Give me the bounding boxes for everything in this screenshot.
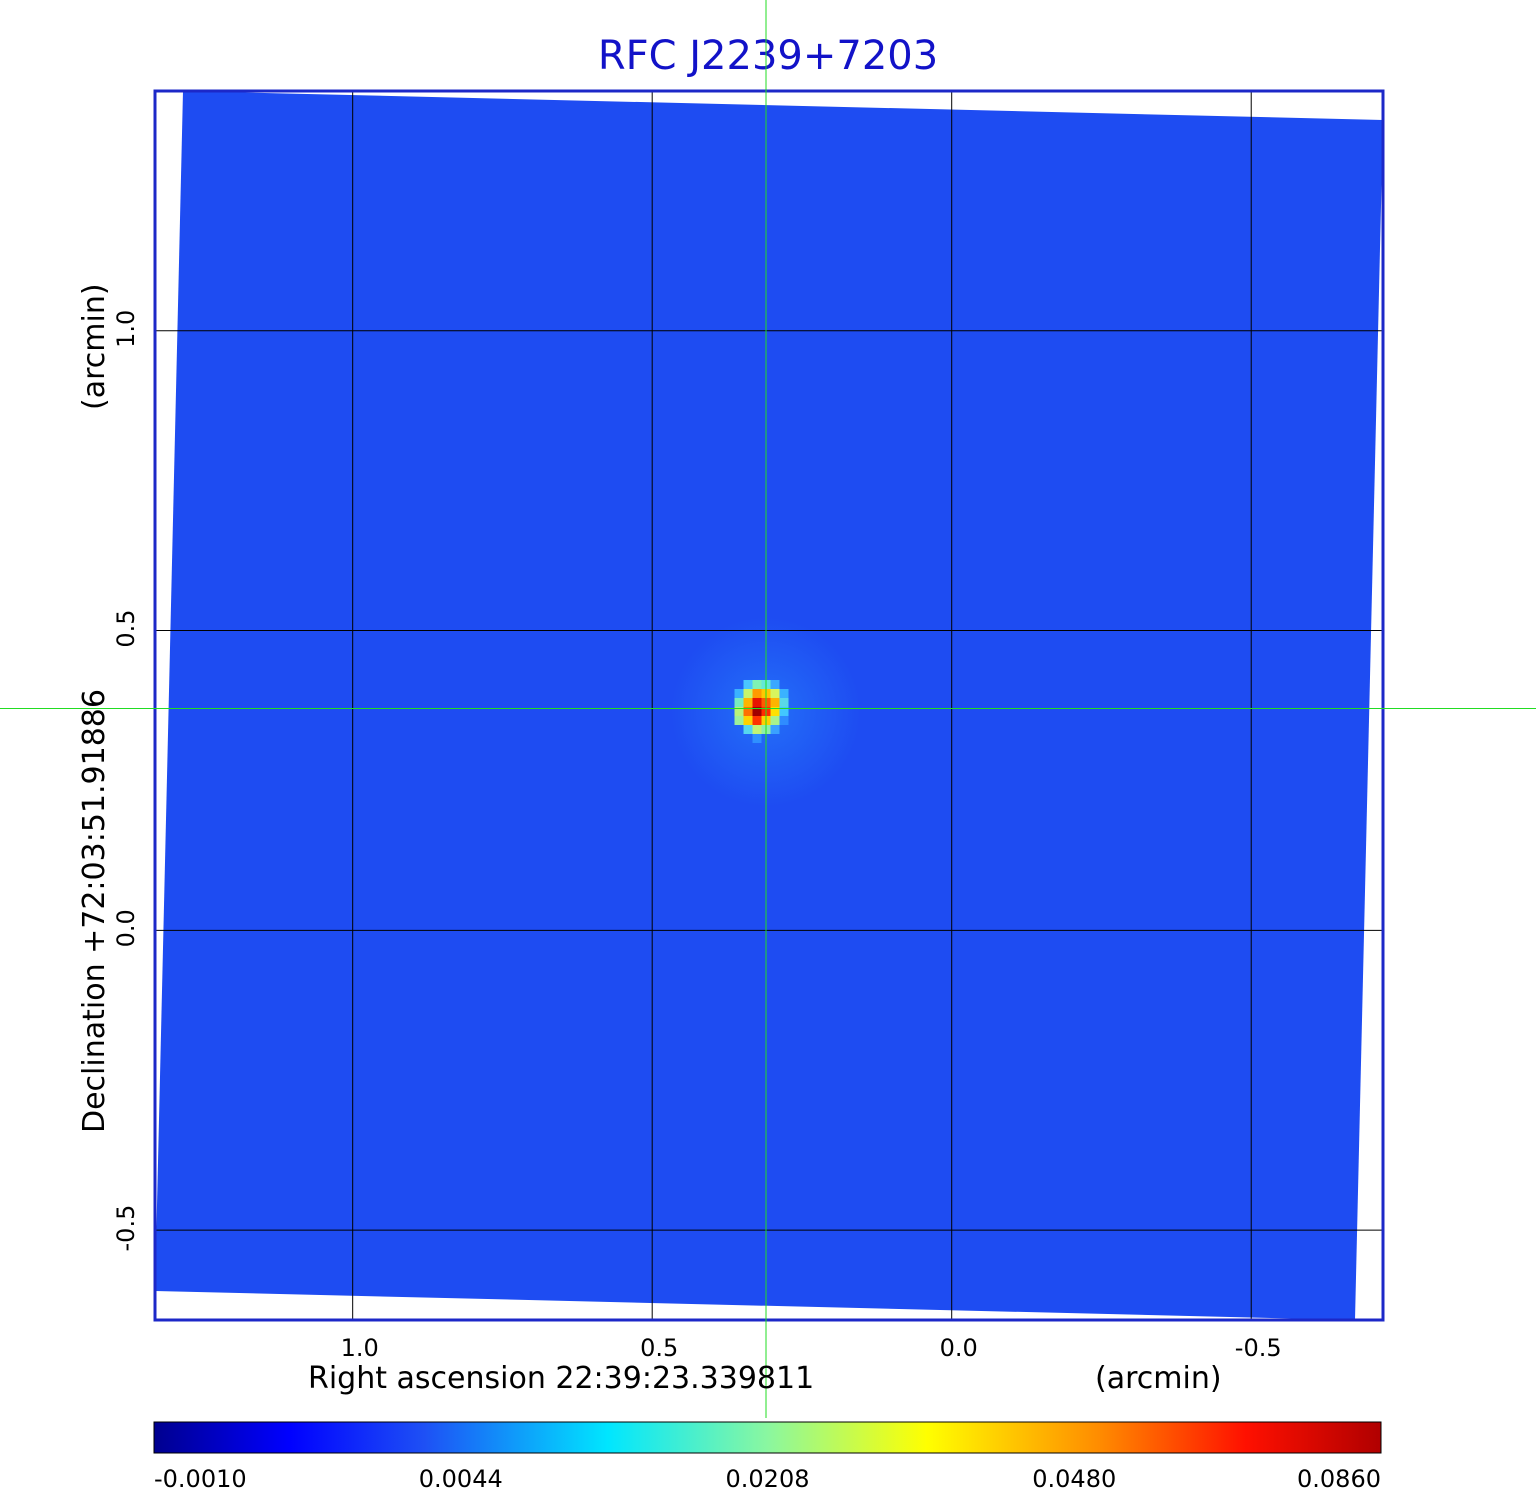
chart-title: RFC J2239+7203 [598,33,938,79]
y-tick-label: 0.5 [112,609,140,647]
y-tick-label: 0.0 [112,909,140,947]
colorbar-tick-label: 0.0208 [726,1465,810,1493]
colorbar-tick-label: -0.0010 [154,1465,247,1493]
x-axis-unit: (arcmin) [1095,1361,1222,1396]
x-tick-labels: 1.0 0.5 0.0 -0.5 [341,1334,1282,1362]
coordinate-grid [155,91,1383,1320]
source-pixel [770,697,780,707]
colorbar-tick-label: 0.0044 [419,1465,503,1493]
y-axis-unit: (arcmin) [77,283,112,410]
source-pixel [743,697,753,707]
source-pixel [752,724,762,734]
source-pixel [779,697,789,707]
source-pixel [734,706,744,716]
source-pixel [752,706,762,716]
source-pixel [734,688,744,698]
source-pixel [752,688,762,698]
source-pixel [752,733,762,743]
crosshair [0,0,1536,1418]
source-pixel [752,715,762,725]
source-pixel [743,688,753,698]
y-axis-label: Declination +72:03:51.91886 [77,689,112,1133]
colorbar-tick-labels: -0.0010 0.0044 0.0208 0.0480 0.0860 [154,1465,1381,1493]
x-tick-label: 0.5 [640,1334,678,1362]
source-pixel [734,697,744,707]
source-pixel [779,688,789,698]
source-pixel [743,724,753,734]
sky-image [155,91,1383,1320]
source-pixel [770,679,780,689]
source-pixel [743,679,753,689]
source-pixel [770,688,780,698]
x-tick-label: 0.0 [940,1334,978,1362]
y-tick-label: -0.5 [112,1205,140,1252]
x-tick-label: -0.5 [1235,1334,1282,1362]
source-pixel [752,697,762,707]
source-pixel [779,715,789,725]
y-tick-labels: 1.0 0.5 0.0 -0.5 [112,310,140,1252]
source-pixel [770,724,780,734]
colorbar [153,1421,1382,1454]
colorbar-tick-label: 0.0480 [1032,1465,1116,1493]
source-pixel [779,706,789,716]
source-pixel [770,715,780,725]
source-pixel [743,706,753,716]
source-pixel [770,706,780,716]
source-pixel [752,679,762,689]
plot-frame [153,89,1385,1322]
source-pixel [734,715,744,725]
x-axis-label: Right ascension 22:39:23.339811 [308,1361,814,1396]
x-tick-label: 1.0 [341,1334,379,1362]
colorbar-tick-label: 0.0860 [1297,1465,1381,1493]
y-tick-label: 1.0 [112,310,140,348]
source-pixel [743,715,753,725]
